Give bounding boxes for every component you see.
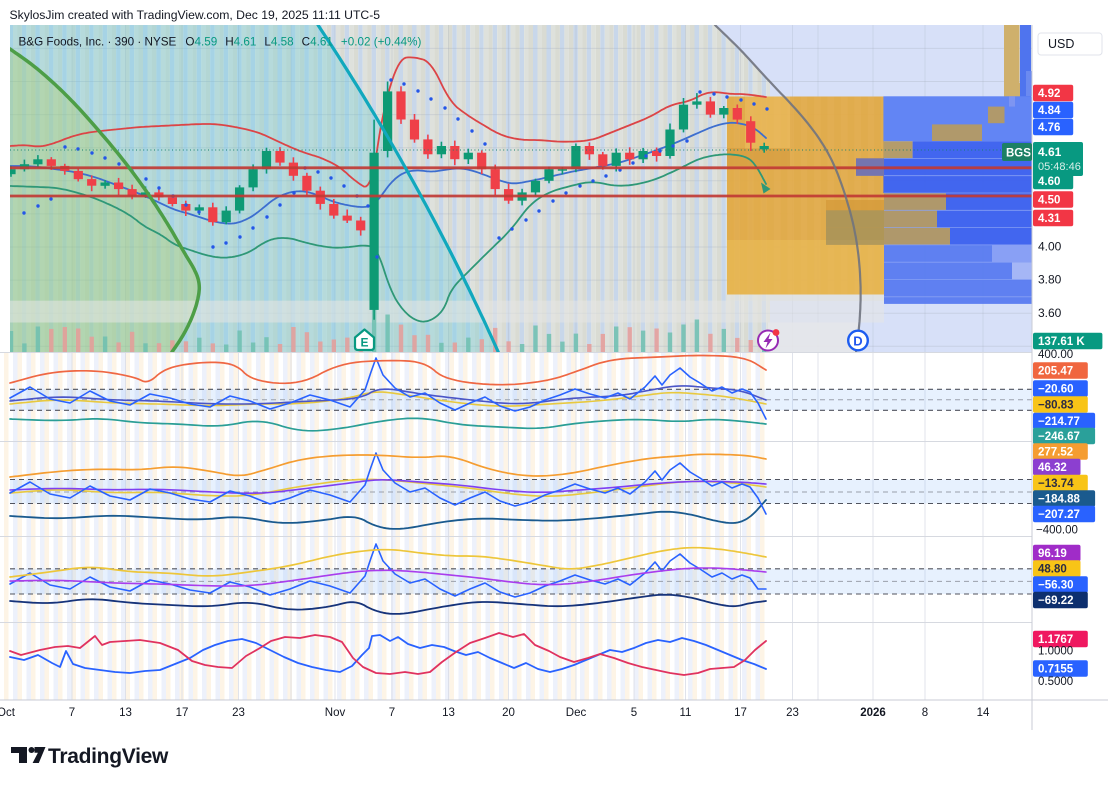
svg-text:2026: 2026: [860, 707, 886, 719]
svg-text:400.00: 400.00: [1038, 349, 1073, 361]
svg-text:−69.22: −69.22: [1038, 595, 1074, 607]
svg-text:E: E: [360, 336, 368, 350]
svg-text:Nov: Nov: [325, 707, 346, 719]
svg-text:D: D: [853, 334, 862, 349]
svg-text:20: 20: [502, 707, 515, 719]
svg-text:BGS: BGS: [1006, 148, 1031, 160]
svg-text:3.80: 3.80: [1038, 273, 1062, 287]
svg-text:7: 7: [389, 707, 395, 719]
svg-text:4.50: 4.50: [1038, 195, 1060, 207]
svg-text:4.84: 4.84: [1038, 105, 1061, 117]
svg-text:137.61 K: 137.61 K: [1038, 336, 1085, 348]
svg-text:277.52: 277.52: [1038, 447, 1073, 459]
svg-text:4.31: 4.31: [1038, 213, 1061, 225]
svg-text:13: 13: [119, 707, 132, 719]
svg-text:23: 23: [786, 707, 799, 719]
svg-text:46.32: 46.32: [1038, 462, 1067, 474]
svg-text:−20.60: −20.60: [1038, 384, 1074, 396]
svg-text:1.1767: 1.1767: [1038, 634, 1073, 646]
svg-text:0.5000: 0.5000: [1038, 676, 1073, 688]
svg-text:−207.27: −207.27: [1038, 509, 1080, 521]
svg-text:23: 23: [232, 707, 245, 719]
svg-text:205.47: 205.47: [1038, 366, 1073, 378]
svg-text:1.0000: 1.0000: [1038, 646, 1073, 658]
svg-text:13: 13: [442, 707, 455, 719]
svg-text:−246.67: −246.67: [1038, 431, 1080, 443]
svg-text:14: 14: [977, 707, 990, 719]
svg-text:−400.00: −400.00: [1036, 525, 1078, 537]
svg-text:4.00: 4.00: [1038, 240, 1062, 254]
svg-text:11: 11: [680, 707, 692, 719]
svg-text:0.7155: 0.7155: [1038, 664, 1074, 676]
svg-text:7: 7: [69, 707, 75, 719]
svg-text:SkylosJim created with Trading: SkylosJim created with TradingView.com, …: [10, 8, 381, 22]
svg-text:17: 17: [176, 707, 189, 719]
svg-text:Oct: Oct: [0, 707, 16, 719]
svg-text:05:48:46: 05:48:46: [1038, 161, 1081, 173]
svg-text:17: 17: [734, 707, 747, 719]
svg-text:−13.74: −13.74: [1038, 478, 1074, 490]
svg-text:8: 8: [922, 707, 928, 719]
svg-text:4.61: 4.61: [1038, 145, 1062, 159]
svg-text:−214.77: −214.77: [1038, 416, 1080, 428]
svg-text:4.60: 4.60: [1038, 176, 1060, 188]
svg-text:96.19: 96.19: [1038, 548, 1067, 560]
svg-text:−184.88: −184.88: [1038, 494, 1080, 506]
svg-text:4.92: 4.92: [1038, 88, 1060, 100]
svg-text:Dec: Dec: [566, 707, 587, 719]
svg-text:−80.83: −80.83: [1038, 400, 1074, 412]
svg-text:TradingView: TradingView: [48, 745, 169, 768]
svg-text:3.60: 3.60: [1038, 306, 1062, 320]
svg-text:USD: USD: [1048, 37, 1074, 51]
svg-text:4.76: 4.76: [1038, 122, 1060, 134]
svg-text:5: 5: [631, 707, 637, 719]
svg-text:−56.30: −56.30: [1038, 580, 1074, 592]
svg-text:48.80: 48.80: [1038, 564, 1067, 576]
